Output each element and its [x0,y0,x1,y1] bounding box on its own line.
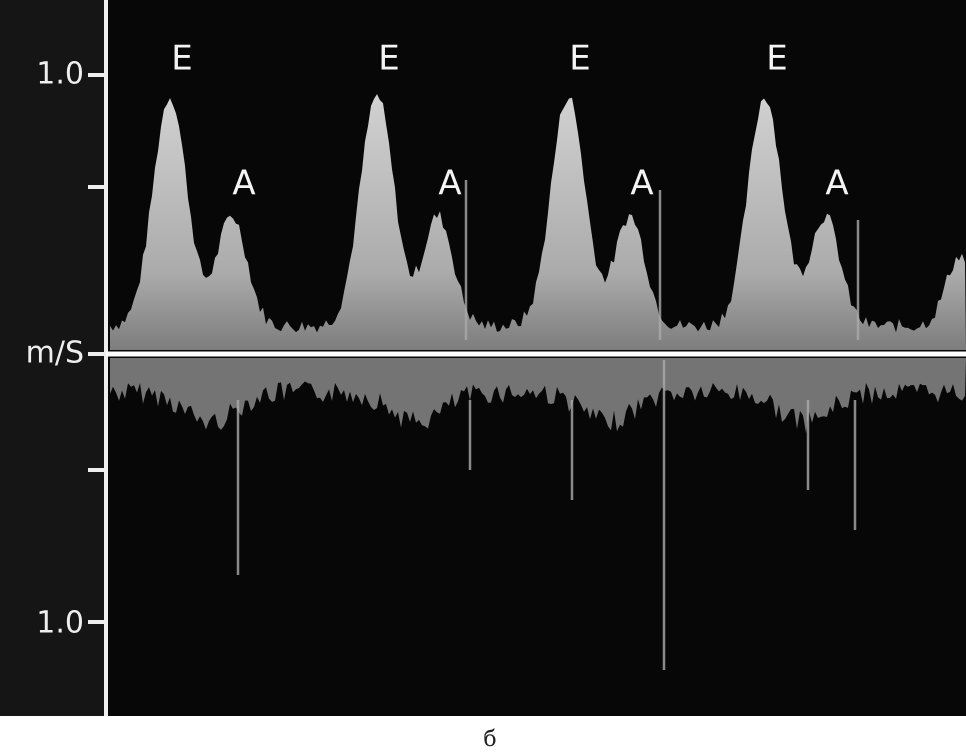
peak-label: E [378,39,399,79]
peak-label: A [630,164,653,204]
peak-label: E [569,39,590,79]
page: 1.0 m/S 1.0 б EAEAEAEA (() => { const da… [0,0,966,754]
peak-label: E [766,39,787,79]
axis-label: 1.0 [36,606,84,641]
peak-label: A [825,164,848,204]
doppler-figure: 1.0 m/S 1.0 б E A E A E A E A [0,0,966,754]
peak-label: E [171,39,192,79]
peak-label: A [438,164,461,204]
axis-label: 1.0 [36,57,84,92]
peak-label: A [232,164,255,204]
caption: б [483,727,496,752]
axis-label: m/S [26,336,84,371]
